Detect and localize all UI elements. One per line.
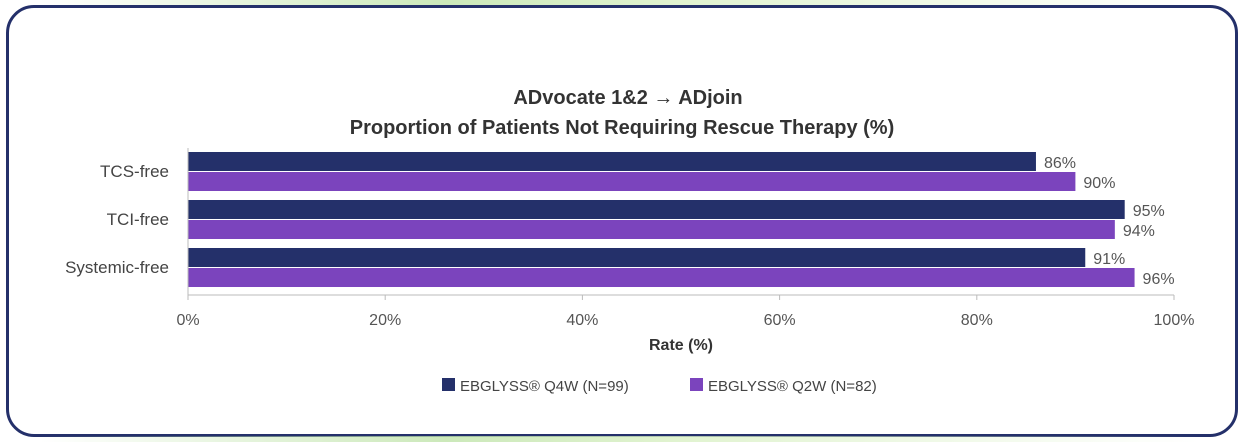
x-tick-label: 20% xyxy=(369,312,401,329)
legend-swatch xyxy=(442,378,455,391)
data-label: 94% xyxy=(1123,223,1155,240)
bar-q4w xyxy=(188,152,1036,171)
category-labels: TCS-free TCI-free Systemic-free xyxy=(65,162,169,277)
data-label: 86% xyxy=(1044,155,1076,172)
data-label: 90% xyxy=(1083,175,1115,192)
data-label: 95% xyxy=(1133,203,1165,220)
x-axis-label: Rate (%) xyxy=(649,337,713,354)
x-tick-label: 80% xyxy=(961,312,993,329)
legend-label: EBGLYSS® Q4W (N=99) xyxy=(460,378,629,395)
x-tick-label: 100% xyxy=(1154,312,1195,329)
x-tick-label: 0% xyxy=(176,312,199,329)
bar-q4w xyxy=(188,200,1125,219)
legend: EBGLYSS® Q4W (N=99) EBGLYSS® Q2W (N=82) xyxy=(442,378,877,395)
x-tick-label: 60% xyxy=(764,312,796,329)
data-labels: 86% 90% 95% 94% 91% 96% xyxy=(1044,155,1175,288)
category-label: Systemic-free xyxy=(65,258,169,277)
legend-swatch xyxy=(690,378,703,391)
top-accent-glow xyxy=(40,0,1200,6)
bars-group xyxy=(188,152,1135,287)
legend-label: EBGLYSS® Q2W (N=82) xyxy=(708,378,877,395)
bar-q2w xyxy=(188,268,1135,287)
data-label: 91% xyxy=(1093,251,1125,268)
bottom-accent-glow xyxy=(40,436,1200,442)
category-label: TCI-free xyxy=(107,210,169,229)
chart-title: ADvocate 1&2 → ADjoin xyxy=(513,87,742,109)
chart-subtitle: Proportion of Patients Not Requiring Res… xyxy=(350,117,895,139)
x-tick-label: 40% xyxy=(566,312,598,329)
bar-q2w xyxy=(188,220,1115,239)
category-label: TCS-free xyxy=(100,162,169,181)
data-label: 96% xyxy=(1143,271,1175,288)
bar-q4w xyxy=(188,248,1086,267)
x-axis-ticks: 0% 20% 40% 60% 80% 100% xyxy=(176,295,1194,329)
bar-q2w xyxy=(188,172,1076,191)
